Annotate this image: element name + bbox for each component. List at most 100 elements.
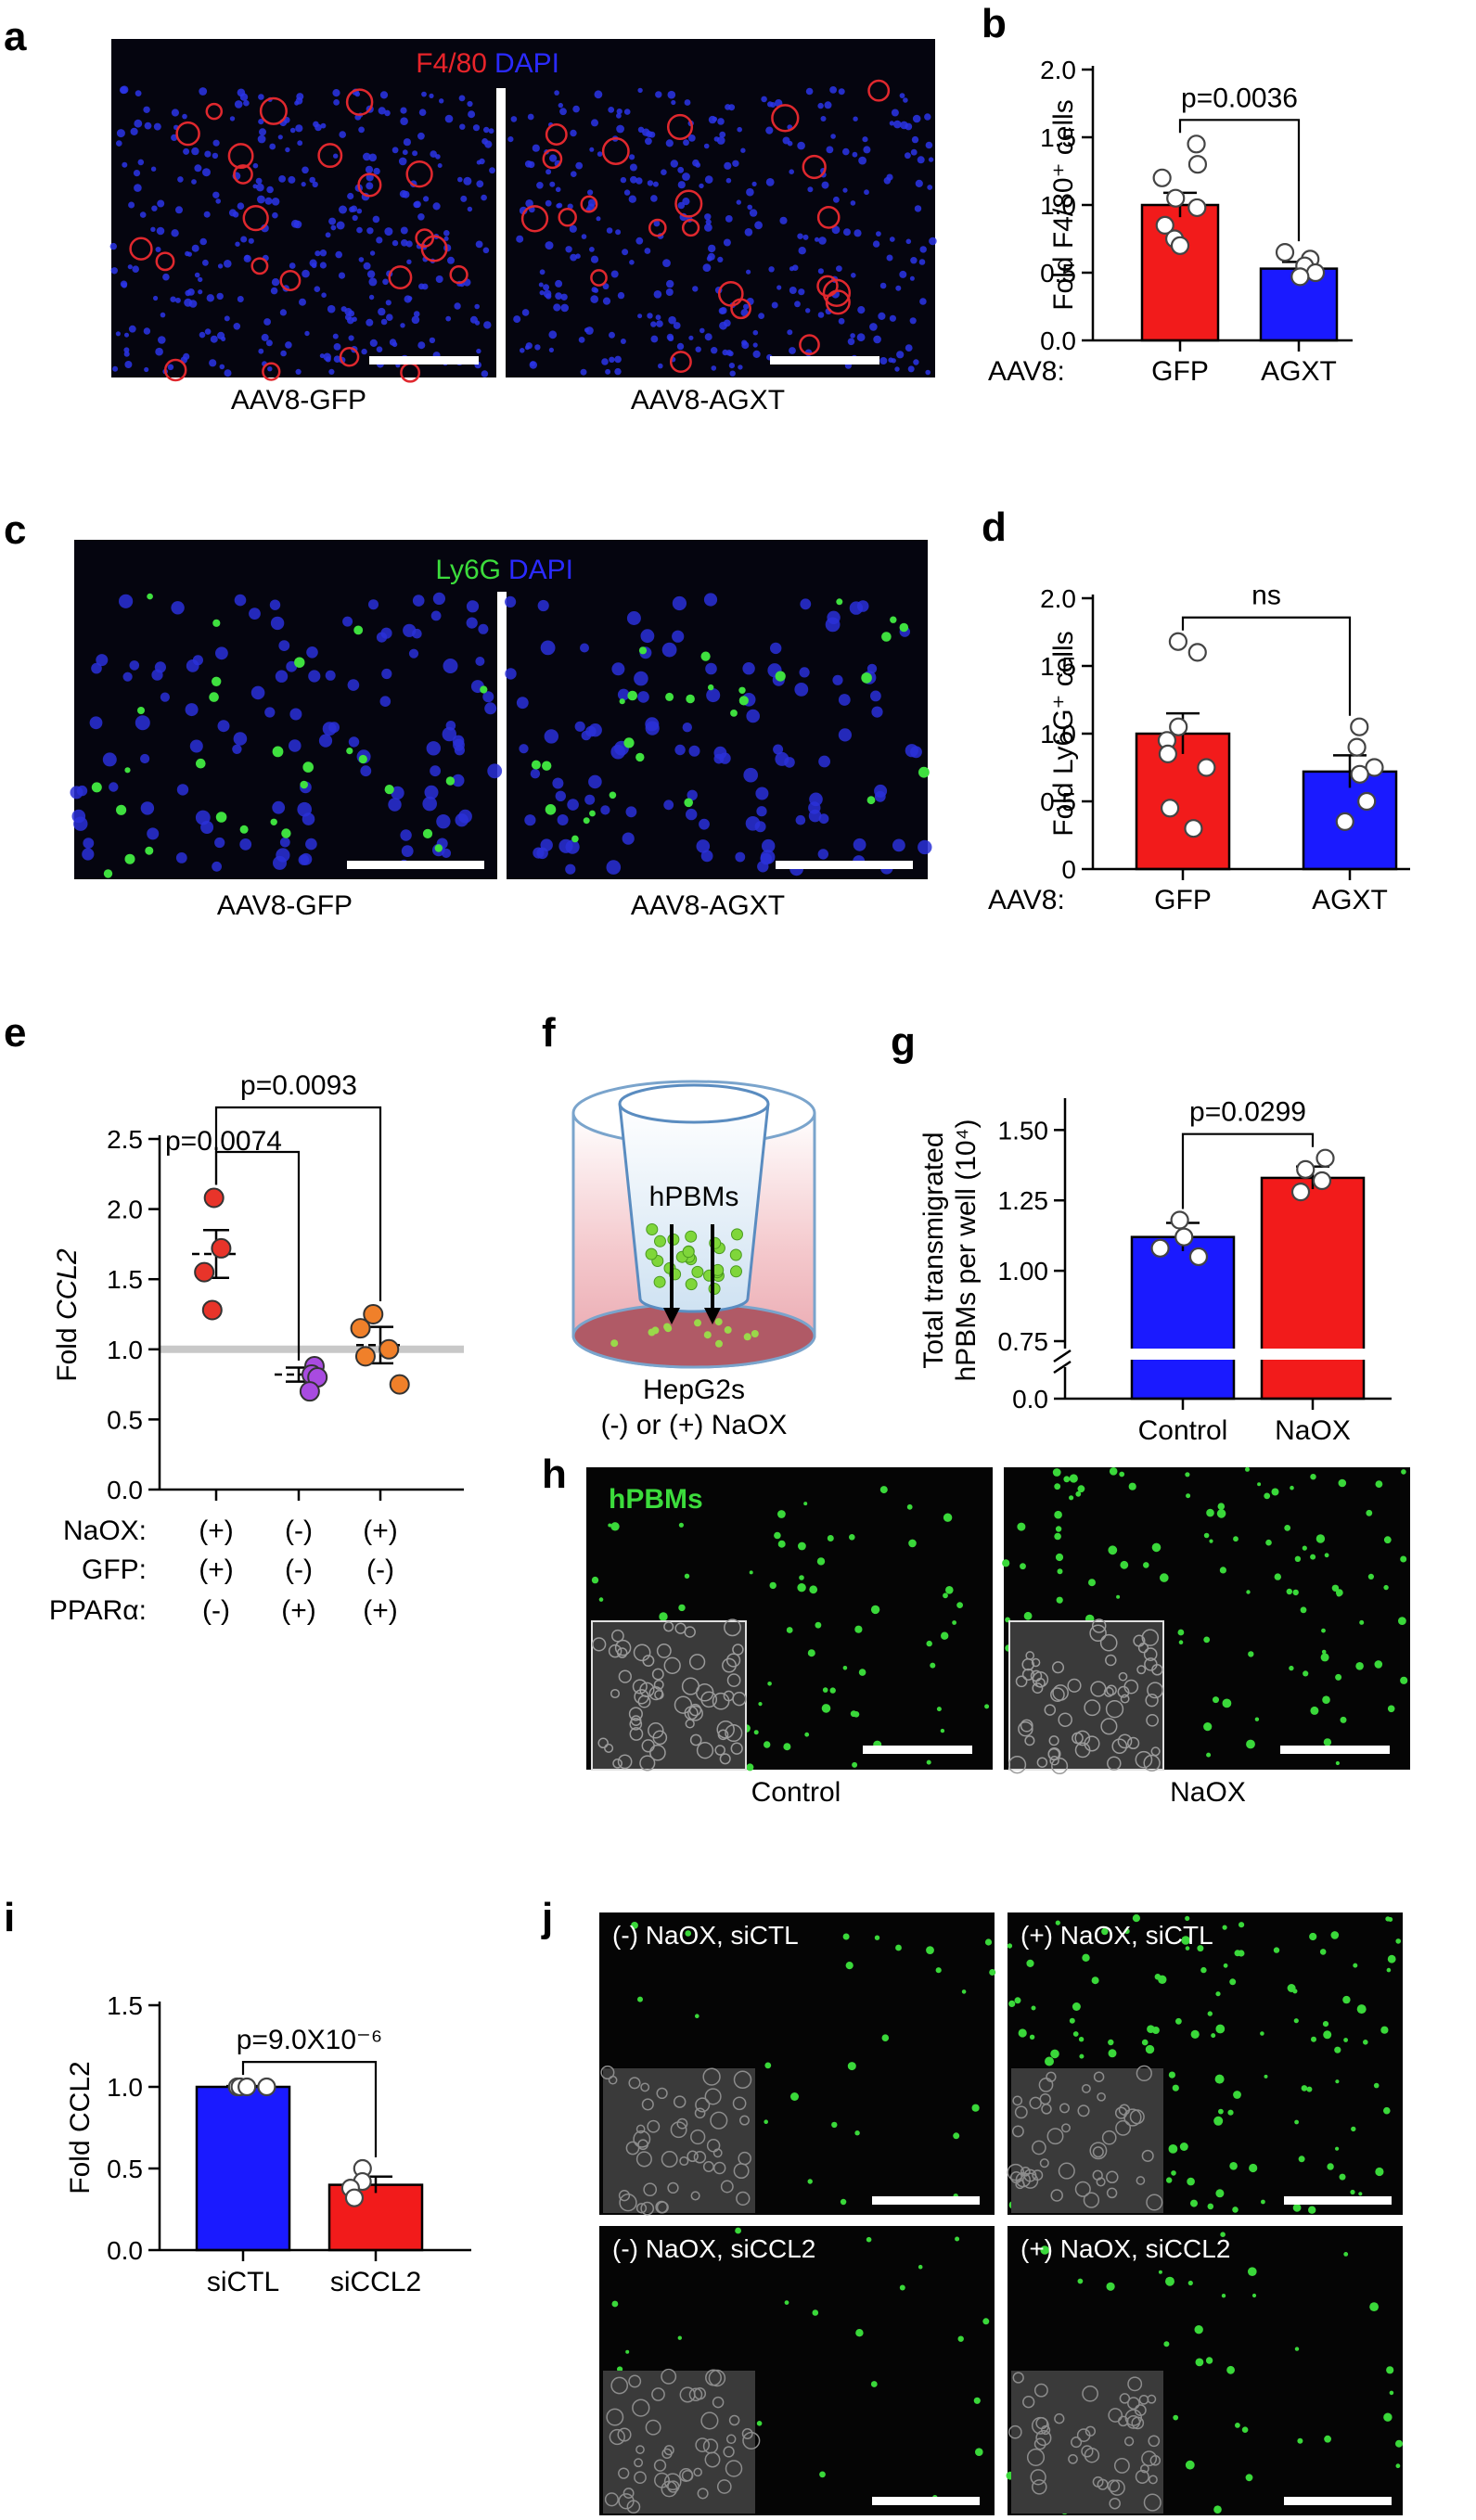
nucleus	[549, 154, 558, 162]
nucleus	[872, 240, 880, 248]
hpbm-cell	[895, 1944, 902, 1951]
y-tick-label: 1.0	[107, 2073, 143, 2102]
nucleus	[637, 313, 643, 319]
hpbm-cell	[1145, 2044, 1155, 2054]
nucleus	[436, 814, 451, 829]
nucleus	[543, 289, 552, 299]
nucleus	[505, 595, 517, 608]
hpbm-cell	[1294, 2119, 1299, 2125]
hpbm-cell	[1389, 2390, 1394, 2396]
hpbm-cell	[1116, 1594, 1121, 1599]
nucleus	[756, 806, 767, 817]
hpbm-cell	[610, 1522, 620, 1531]
nucleus	[266, 185, 274, 194]
nucleus	[265, 339, 273, 347]
hpbm-cell	[821, 1704, 831, 1713]
hpbm-cell	[1057, 1568, 1063, 1575]
category-label-GFP: GFP	[1151, 356, 1209, 387]
nucleus	[297, 801, 313, 817]
nucleus	[348, 736, 360, 748]
nucleus	[616, 124, 624, 134]
nucleus	[732, 160, 739, 167]
significance-bracket-1	[214, 1150, 301, 1361]
nucleus	[176, 784, 189, 796]
nucleus	[723, 319, 731, 327]
nucleus	[760, 852, 772, 865]
nucleus	[838, 88, 845, 96]
y-tick-label: 2.0	[1040, 584, 1076, 613]
nucleus	[889, 314, 897, 322]
hpbm-cell	[1286, 1588, 1293, 1595]
hepg2-cell	[649, 1744, 666, 1761]
nucleus	[437, 163, 443, 168]
hepg2-cell	[1008, 1756, 1027, 1774]
hepg2-cell	[1084, 1699, 1101, 1717]
nucleus	[746, 269, 751, 275]
nucleus	[202, 168, 211, 177]
hpbm-cell	[1186, 1493, 1191, 1499]
nucleus	[574, 721, 585, 732]
nucleus	[833, 196, 840, 203]
panel-h: h hPBMs Control NaOX	[542, 1452, 1410, 1808]
nucleus	[713, 746, 727, 760]
nucleus	[109, 782, 119, 792]
nucleus	[112, 365, 119, 372]
hpbm-cell	[849, 1534, 855, 1541]
nucleus	[430, 610, 442, 621]
hpbm-cell	[1292, 2203, 1302, 2212]
neutrophil	[861, 672, 872, 684]
stain-label-h: hPBMs	[609, 1484, 703, 1515]
nucleus	[918, 259, 926, 265]
hpbm-cell	[1031, 2005, 1036, 2011]
hepg2-cell	[732, 1692, 747, 1707]
hpbm-cell	[1069, 1495, 1074, 1501]
neutrophil	[103, 869, 113, 878]
scale-bar-c-1	[347, 861, 484, 869]
macrophage	[802, 154, 827, 180]
data-point	[1347, 737, 1367, 757]
nucleus	[478, 623, 489, 634]
nucleus	[692, 286, 699, 292]
nucleus	[746, 187, 754, 197]
nucleus	[199, 237, 207, 246]
nucleus	[484, 702, 497, 715]
nucleus	[536, 847, 548, 860]
hpbm-cell	[815, 1621, 822, 1629]
bar-siCCL2	[327, 2183, 424, 2252]
p-value-label: p=0.0299	[1189, 1097, 1306, 1128]
nucleus	[727, 351, 734, 357]
hpbm-cell	[1343, 2252, 1349, 2257]
data-point	[1335, 812, 1354, 832]
nucleus	[702, 263, 712, 272]
hpbm-cell	[936, 1707, 942, 1712]
nucleus	[670, 160, 678, 168]
nucleus	[832, 674, 843, 685]
nucleus	[896, 351, 905, 359]
hpbm-cell	[804, 1732, 810, 1737]
nucleus	[905, 238, 912, 245]
nucleus	[585, 725, 597, 737]
nucleus	[327, 304, 336, 313]
nucleus	[719, 307, 727, 314]
panel-j: j (-) NaOX, siCTL (+) NaOX, siCTL (-) Na…	[541, 1895, 1403, 2515]
nucleus	[751, 181, 757, 186]
hepg2-cell	[608, 1644, 622, 1658]
nucleus	[240, 236, 248, 243]
hpbm-cell	[1386, 2366, 1394, 2374]
nucleus	[155, 347, 163, 356]
data-point	[1296, 1159, 1316, 1179]
nucleus	[435, 154, 441, 160]
nucleus	[851, 273, 856, 278]
hpbm-cell	[1331, 1584, 1340, 1593]
nucleus	[122, 672, 133, 682]
cell-label: HepG2s	[643, 1375, 745, 1405]
hpbm-cell	[1008, 2000, 1016, 2007]
scale-bar-a-2	[770, 356, 879, 365]
macrophage	[822, 278, 852, 307]
hpbm-cell	[1226, 2365, 1235, 2374]
data-point	[194, 1261, 215, 1283]
hepg2-cell	[1126, 1736, 1140, 1750]
nucleus	[289, 262, 296, 269]
hepg2-cell	[1148, 2475, 1158, 2485]
nucleus	[366, 270, 376, 278]
